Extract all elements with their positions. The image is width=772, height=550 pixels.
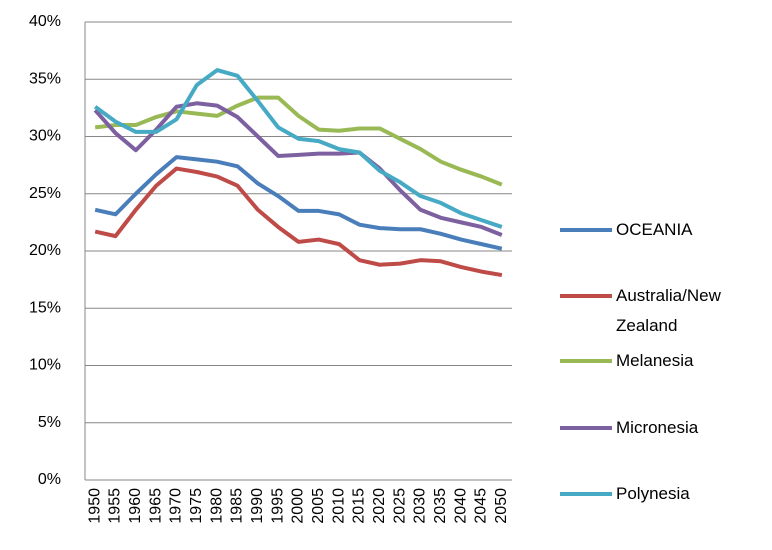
series-line (94, 95, 503, 187)
legend-label: OCEANIA (616, 220, 693, 239)
x-tick-label: 1960 (127, 488, 144, 524)
x-tick-label: 1975 (188, 488, 205, 524)
x-tick-label: 1955 (107, 488, 124, 524)
series-line (93, 101, 503, 237)
x-tick-label: 2015 (351, 488, 368, 524)
y-tick-label: 10% (29, 357, 61, 374)
legend-label: Melanesia (616, 351, 694, 370)
x-tick-label: 1970 (168, 488, 185, 524)
x-tick-label: 1965 (147, 488, 164, 524)
x-tick-label: 1995 (269, 488, 286, 524)
y-tick-label: 25% (29, 185, 61, 202)
x-tick-label: 1985 (229, 488, 246, 524)
x-tick-label: 2005 (310, 488, 327, 524)
x-tick-label: 2045 (473, 488, 490, 524)
x-tick-label: 2050 (493, 488, 510, 524)
legend-label: Polynesia (616, 484, 690, 503)
x-tick-label: 2030 (412, 488, 429, 524)
y-tick-label: 0% (38, 471, 61, 488)
x-tick-label: 2040 (452, 488, 469, 524)
series-line (94, 155, 503, 251)
y-tick-label: 15% (29, 299, 61, 316)
x-tick-label: 1990 (249, 488, 266, 524)
y-tick-label: 35% (29, 70, 61, 87)
legend-label: Micronesia (616, 418, 699, 437)
legend-label: Australia/New Zealand (616, 286, 721, 335)
x-tick-label: 2010 (330, 488, 347, 524)
series-line (94, 166, 503, 278)
x-tick-label: 2025 (391, 488, 408, 524)
x-tick-label: 2020 (371, 488, 388, 524)
series-line (93, 68, 503, 229)
x-tick-label: 1980 (208, 488, 225, 524)
x-tick-label: 2000 (290, 488, 307, 524)
y-tick-label: 30% (29, 128, 61, 145)
y-tick-label: 5% (38, 414, 61, 431)
x-tick-label: 1950 (86, 488, 103, 524)
y-tick-label: 40% (29, 13, 61, 30)
x-tick-label: 2035 (432, 488, 449, 524)
y-tick-label: 20% (29, 242, 61, 259)
